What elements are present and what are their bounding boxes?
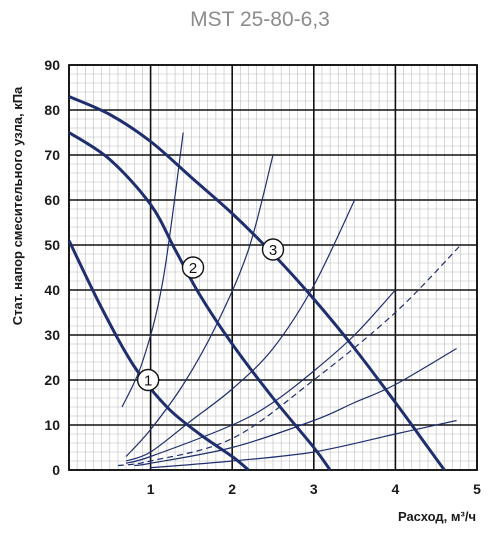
plot-frame bbox=[68, 64, 478, 471]
system-curve bbox=[125, 199, 356, 462]
system-curve bbox=[121, 132, 184, 408]
curve-label-circle bbox=[261, 238, 285, 261]
curve-label-circle bbox=[181, 256, 205, 279]
system-curve bbox=[125, 289, 396, 464]
x-tick-label: 2 bbox=[228, 481, 236, 497]
y-tick-label: 10 bbox=[44, 417, 60, 433]
y-tick-label: 20 bbox=[44, 372, 60, 388]
x-tick-label: 1 bbox=[147, 481, 155, 497]
x-tick-label: 3 bbox=[310, 481, 318, 497]
system-curve bbox=[125, 154, 274, 457]
y-tick-label: 0 bbox=[52, 462, 60, 478]
x-axis-label: Расход, м³/ч bbox=[398, 509, 476, 524]
system-curve-dashed bbox=[117, 244, 462, 467]
y-tick-label: 40 bbox=[44, 282, 60, 298]
system-curve bbox=[134, 347, 457, 467]
y-tick-label: 30 bbox=[44, 327, 60, 343]
x-tick-label: 4 bbox=[392, 481, 400, 497]
y-tick-label: 60 bbox=[44, 192, 60, 208]
system-curve bbox=[150, 419, 457, 469]
major-grid bbox=[68, 64, 478, 471]
curve-label-circle bbox=[136, 368, 160, 392]
system-curves bbox=[117, 132, 462, 469]
y-tick-label: 80 bbox=[44, 102, 60, 118]
y-tick-label: 90 bbox=[44, 57, 60, 73]
chart-title: MST 25-80-6,3 bbox=[190, 8, 330, 31]
curve-label-text: 3 bbox=[269, 242, 277, 259]
minor-grid bbox=[68, 64, 478, 471]
pump-curve-1 bbox=[67, 239, 250, 472]
y-axis-label: Стат. напор смесительного узла, кПа bbox=[10, 86, 25, 325]
curve-label-text: 1 bbox=[144, 373, 152, 390]
curve-labels: 1 2 3 bbox=[136, 238, 285, 392]
pump-curve-2 bbox=[68, 131, 332, 471]
y-tick-label: 50 bbox=[44, 237, 60, 253]
y-tick-label: 70 bbox=[44, 147, 60, 163]
x-tick-label: 5 bbox=[473, 481, 481, 497]
curve-label-text: 2 bbox=[189, 260, 197, 277]
